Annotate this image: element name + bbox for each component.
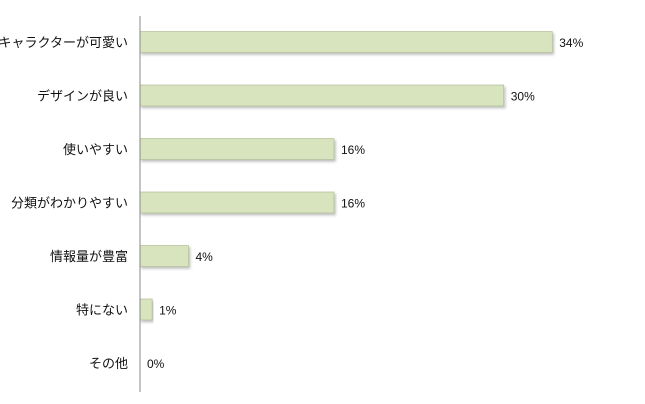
category-label: 特にない <box>76 304 128 319</box>
labels-layer: キャラクターが可愛い 34% デザインが良い 30% 使いやすい 16% 分類がわかりやすい… <box>0 36 584 372</box>
bar-1 <box>139 84 505 107</box>
category-label: 使いやすい <box>63 142 128 158</box>
category-label: 分類がわかりやすい <box>11 197 128 212</box>
data-label: 0% <box>147 357 165 371</box>
data-label: 34% <box>559 36 583 50</box>
category-label: キャラクターが可愛い <box>0 36 128 51</box>
bar-3 <box>139 191 335 214</box>
data-label: 1% <box>159 304 177 318</box>
bar-0 <box>139 31 553 53</box>
bar-4 <box>139 245 189 267</box>
bars-layer <box>139 31 553 321</box>
data-label: 30% <box>511 90 535 104</box>
data-label: 4% <box>196 250 214 264</box>
category-label: その他 <box>89 357 128 372</box>
data-label: 16% <box>341 197 365 211</box>
data-label: 16% <box>341 143 365 157</box>
bar-5 <box>139 298 153 321</box>
category-label: デザインが良い <box>37 89 128 105</box>
category-label: 情報量が豊富 <box>50 249 128 265</box>
bar-2 <box>139 138 335 160</box>
